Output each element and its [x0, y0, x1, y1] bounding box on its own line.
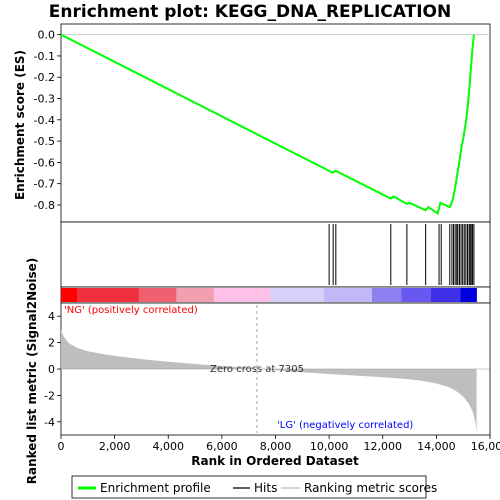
enrichment-profile-group	[60, 33, 475, 216]
hits-group	[328, 224, 475, 285]
x-tick-label: 6,000	[206, 440, 238, 453]
es-panel-frame	[60, 23, 491, 223]
legend-profile-label: Enrichment profile	[100, 481, 211, 495]
es-tick-label: -0.2	[34, 71, 55, 84]
x-axis-ticks: 0 2,000 4,000 6,000 8,000 10,000 12,000 14,000 1…	[58, 435, 500, 453]
legend-frame	[71, 475, 427, 499]
heatmap-segment	[372, 288, 402, 302]
heatmap-segment	[323, 288, 373, 302]
x-axis-label: Rank in Ordered Dataset	[191, 454, 359, 468]
es-tick-label: -0.4	[34, 114, 55, 127]
es-tick-label: -0.1	[34, 50, 55, 63]
es-axis-ticks: 0.0 -0.1 -0.2 -0.3 -0.4 -0.5 -0.6 -0.7 -0.8	[34, 29, 61, 212]
hits-panel-frame	[60, 221, 491, 288]
heatmap-segment	[77, 288, 140, 302]
legend-hits-label: Hits	[254, 481, 277, 495]
heatmap-segment	[401, 288, 432, 302]
metric-tick-label: 2	[48, 337, 55, 350]
x-tick-label: 14,000	[417, 440, 456, 453]
x-tick-label: 8,000	[260, 440, 292, 453]
legend: Enrichment profile Hits Ranking metric s…	[71, 475, 437, 499]
heatmap-segment	[213, 288, 271, 302]
zero-cross-label: Zero cross at 7305	[210, 364, 304, 375]
x-tick-label: 2,000	[99, 440, 131, 453]
metric-tick-label: 0	[48, 363, 55, 376]
heatmap-segment	[61, 288, 78, 302]
heatmap-segment	[138, 288, 177, 302]
metric-tick-label: 4	[48, 310, 55, 323]
x-tick-label: 12,000	[364, 440, 403, 453]
metric-tick-label: -4	[44, 416, 55, 429]
heatmap-bar-group	[61, 288, 477, 302]
es-tick-label: -0.5	[34, 135, 55, 148]
es-tick-label: 0.0	[38, 29, 56, 42]
es-axis-label: Enrichment score (ES)	[13, 50, 27, 200]
x-tick-label: 0	[58, 440, 65, 453]
heatmap-segment	[431, 288, 461, 302]
metric-tick-label: -2	[44, 389, 55, 402]
metric-axis-label: Ranked list metric (Signal2Noise)	[25, 258, 39, 485]
heatmap-segment	[270, 288, 324, 302]
x-tick-label: 4,000	[153, 440, 185, 453]
metric-axis-ticks: 4 2 0 -2 -4	[44, 310, 61, 429]
positive-correlation-label: 'NG' (positively correlated)	[64, 305, 198, 316]
es-tick-label: -0.7	[34, 178, 55, 191]
x-tick-label: 16,000	[471, 440, 500, 453]
es-tick-label: -0.6	[34, 156, 55, 169]
enrichment-profile-line	[60, 33, 475, 216]
heatmap-segment	[176, 288, 215, 302]
chart-title: Enrichment plot: KEGG_DNA_REPLICATION	[49, 2, 451, 22]
x-tick-label: 10,000	[310, 440, 349, 453]
heatmap-segment	[460, 288, 477, 302]
es-tick-label: -0.8	[34, 199, 55, 212]
legend-metric-label: Ranking metric scores	[304, 481, 437, 495]
es-tick-label: -0.3	[34, 93, 55, 106]
ranking-metric-area-group	[61, 329, 490, 433]
negative-correlation-label: 'LG' (negatively correlated)	[277, 420, 413, 431]
